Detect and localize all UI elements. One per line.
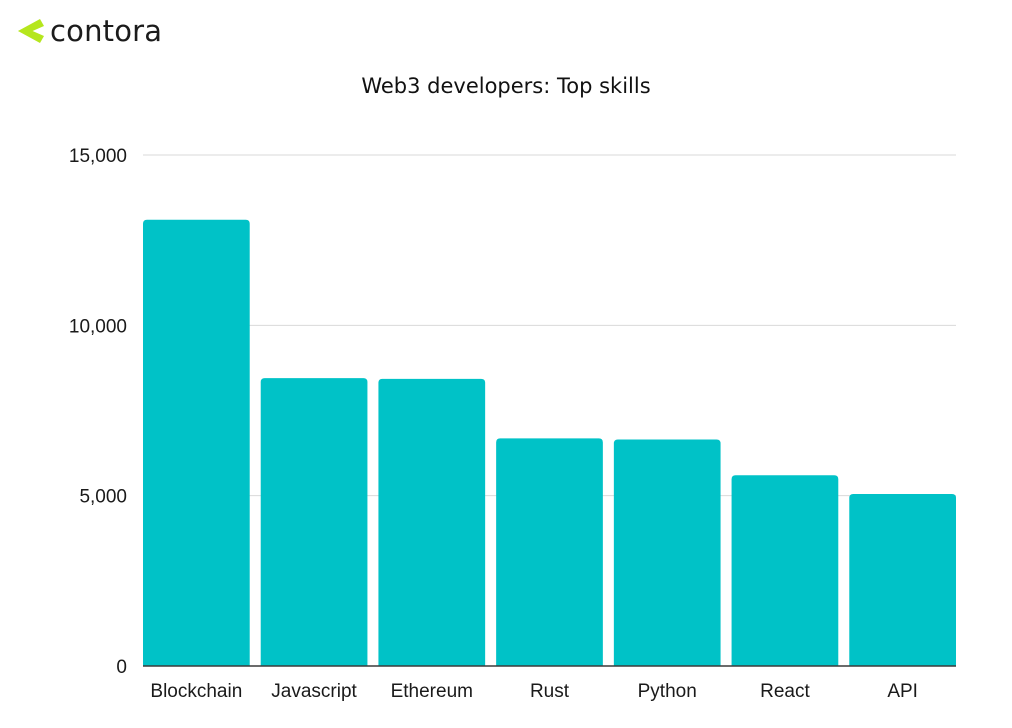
y-tick-label: 0 [116, 657, 127, 678]
x-tick-label: Javascript [271, 681, 357, 702]
x-tick-label: Rust [530, 681, 570, 702]
bar-api [849, 493, 956, 666]
y-tick-label: 15,000 [69, 146, 127, 167]
x-tick-label: Blockchain [150, 681, 242, 702]
y-tick-label: 10,000 [69, 316, 127, 337]
bar-react [731, 475, 839, 666]
y-tick-label: 5,000 [79, 487, 127, 508]
brand-name: contora [50, 13, 163, 48]
bar-ethereum [378, 378, 486, 666]
x-tick-label: Python [638, 681, 697, 702]
bar-javascript [260, 378, 368, 666]
bar-blockchain [143, 219, 250, 666]
chart-title: Web3 developers: Top skills [361, 74, 651, 98]
x-tick-label: Ethereum [391, 681, 473, 702]
x-tick-label: React [760, 681, 810, 702]
bar-rust [496, 438, 603, 666]
x-tick-label: API [887, 681, 918, 702]
chevron-left-mark-icon [18, 19, 44, 43]
brand-logo: contora [18, 16, 162, 46]
bar-python [613, 439, 721, 666]
